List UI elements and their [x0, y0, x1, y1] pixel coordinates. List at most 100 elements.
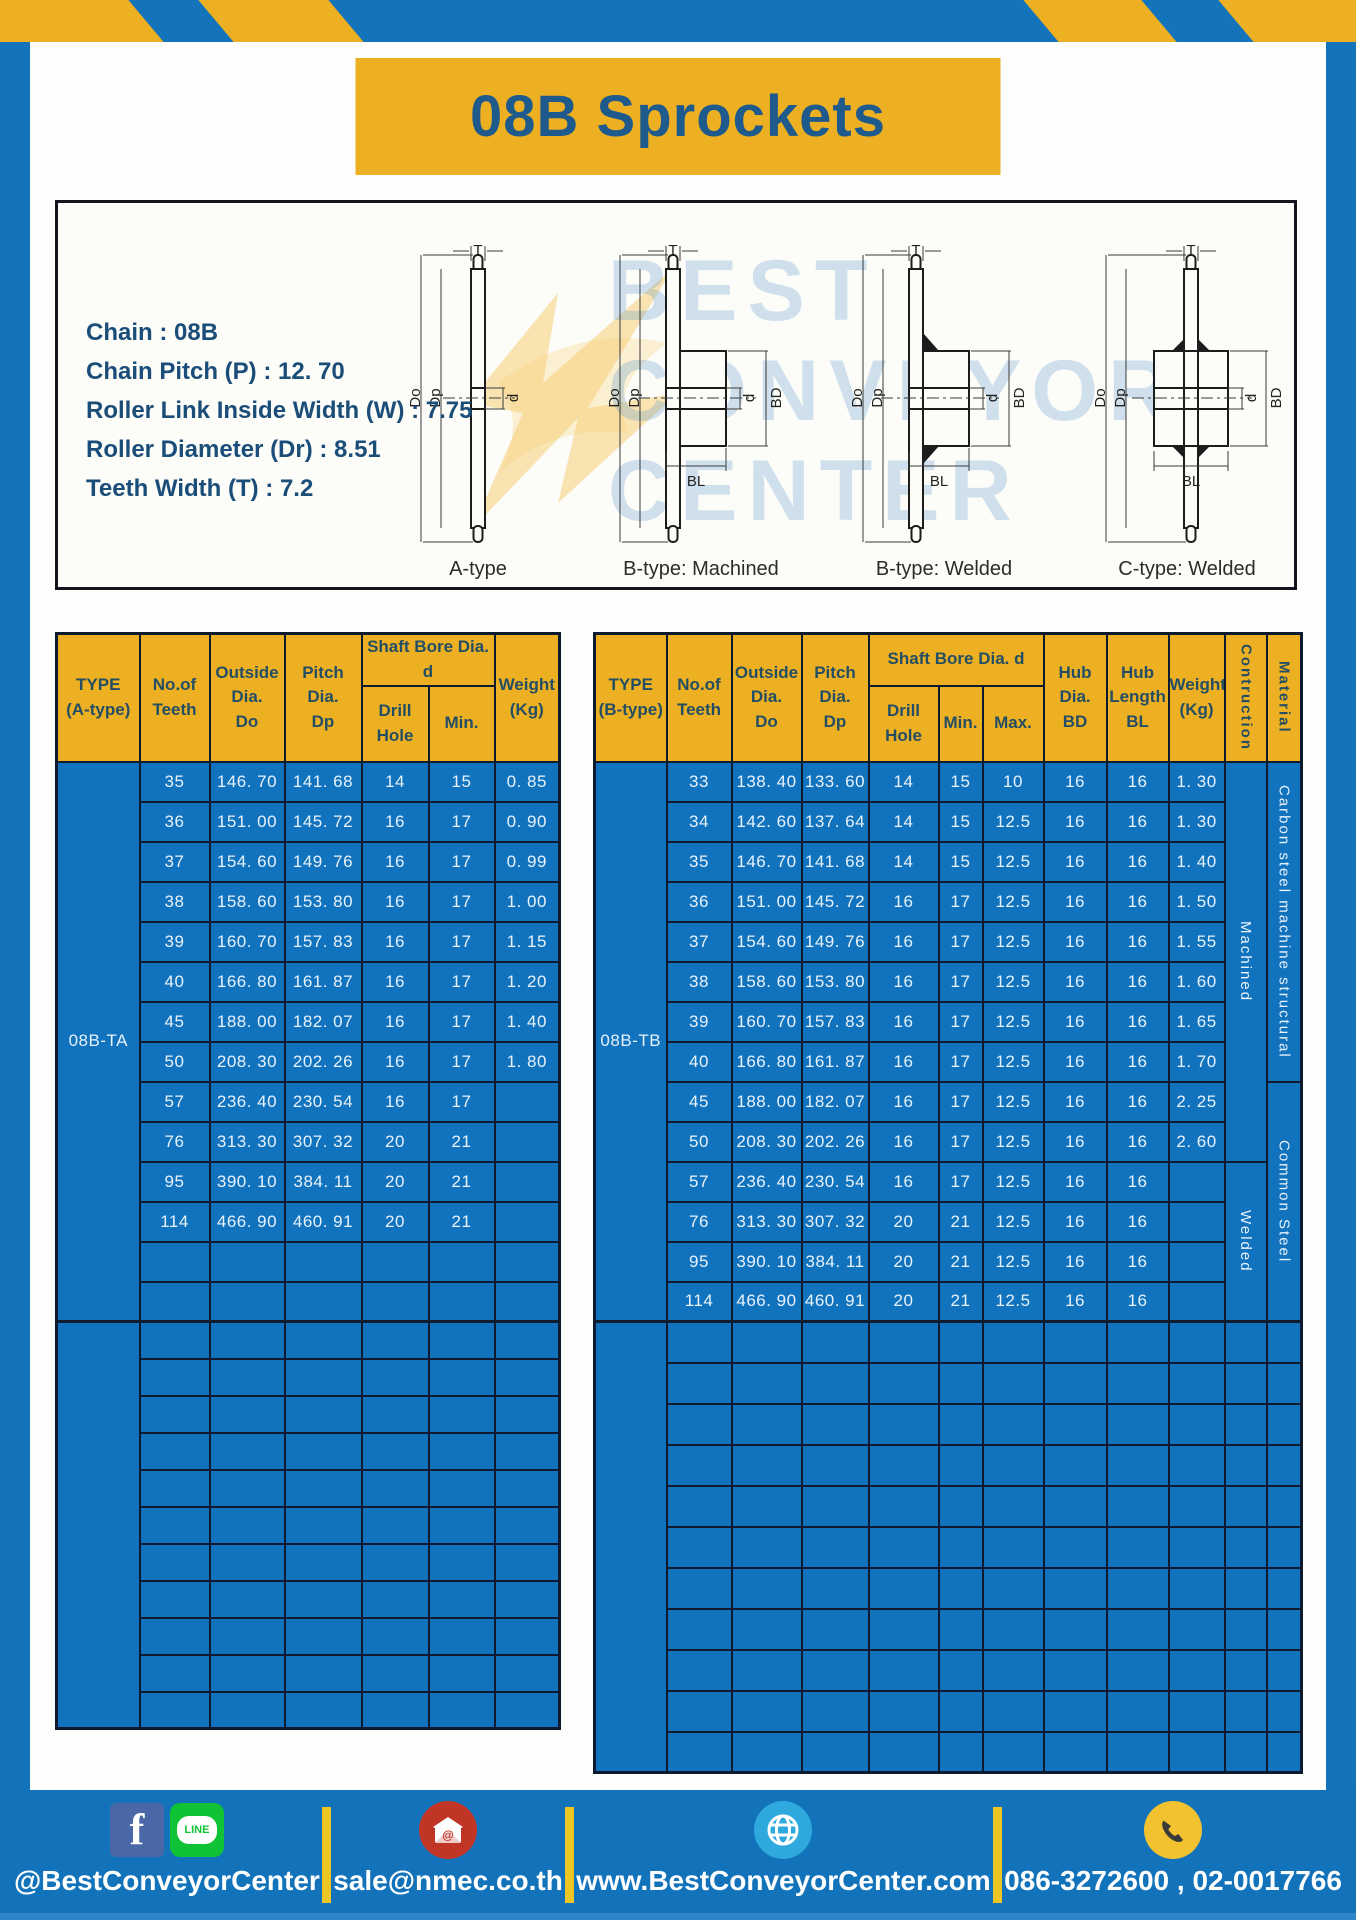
dim-label-dp: Dp [1112, 388, 1129, 407]
cell: 12.5 [981, 1080, 1045, 1123]
cell [937, 1566, 984, 1610]
cell [800, 1320, 870, 1364]
construction-cell: Machined [1223, 760, 1268, 1163]
cell: 12.5 [981, 1000, 1045, 1043]
col-header-pitch-dia-line: Dp [823, 712, 847, 732]
cell: 16 [1042, 1000, 1108, 1043]
cell [665, 1402, 733, 1446]
dim-label-d: d [505, 394, 522, 402]
cell: 16 [1042, 800, 1108, 843]
cell: 230. 54 [283, 1080, 363, 1123]
cell: 16 [867, 1120, 940, 1163]
cell [800, 1730, 870, 1774]
cell [138, 1357, 211, 1397]
cell: 12.5 [981, 840, 1045, 883]
cell: 12.5 [981, 1240, 1045, 1283]
phone-icon[interactable] [1144, 1801, 1202, 1859]
cell: 188. 00 [730, 1080, 803, 1123]
cell: 16 [1105, 1160, 1170, 1203]
cell [1042, 1484, 1108, 1528]
cell [665, 1320, 733, 1364]
cell: 16 [360, 840, 430, 883]
phone-numbers[interactable]: 086-3272600 , 02-0017766 [1004, 1865, 1342, 1896]
cell [1105, 1730, 1170, 1774]
cell [665, 1525, 733, 1569]
cell: 208. 30 [208, 1040, 286, 1083]
cell: 114 [665, 1280, 733, 1323]
cell: 16 [1042, 840, 1108, 883]
cell: 17 [427, 960, 496, 1003]
cell: 20 [867, 1200, 940, 1243]
cell: 37 [665, 920, 733, 963]
cell [937, 1320, 984, 1364]
cell [1042, 1648, 1108, 1692]
email-address[interactable]: sale@nmec.co.th [333, 1865, 563, 1896]
cell: 460. 91 [800, 1280, 870, 1323]
cell: 21 [427, 1200, 496, 1243]
cell: 16 [867, 880, 940, 923]
cell: 157. 83 [283, 920, 363, 963]
col-header-type: TYPE (B-type) [593, 632, 668, 763]
cell [1042, 1730, 1108, 1774]
col-header-hub-dia: Hub Dia. BD [1042, 632, 1108, 763]
cell [283, 1357, 363, 1397]
cell: 12.5 [981, 1160, 1045, 1203]
cell: 1. 30 [1167, 800, 1226, 843]
cell [981, 1607, 1045, 1651]
footer: f LINE @BestConveyorCenter @ sale [0, 1790, 1356, 1920]
spec-list: Chain : 08B Chain Pitch (P) : 12. 70 Rol… [86, 313, 472, 508]
page-title: 08B Sprockets [470, 84, 886, 149]
cell [493, 1579, 561, 1619]
facebook-icon[interactable]: f [109, 1803, 164, 1857]
cell [360, 1431, 430, 1471]
cell [493, 1357, 561, 1397]
cell: 141. 68 [283, 760, 363, 803]
cell: 15 [427, 760, 496, 803]
cell [981, 1484, 1045, 1528]
cell [730, 1648, 803, 1692]
cell: 36 [665, 880, 733, 923]
col-header-shaft-bore: Shaft Bore Dia. d [360, 632, 496, 687]
cell: 12.5 [981, 1280, 1045, 1323]
email-icon[interactable]: @ [419, 1801, 478, 1859]
cell: 1. 30 [1167, 760, 1226, 803]
cell [283, 1653, 363, 1693]
cell [208, 1653, 286, 1693]
cell [360, 1240, 430, 1283]
dim-label-d: d [741, 394, 758, 402]
cell: 38 [665, 960, 733, 1003]
cell: 17 [427, 1080, 496, 1123]
cell [800, 1361, 870, 1405]
cell: 230. 54 [800, 1160, 870, 1203]
col-header-weight-line: Weight [1169, 675, 1225, 695]
cell [1042, 1443, 1108, 1487]
line-icon[interactable]: LINE [169, 1803, 224, 1857]
cell [981, 1525, 1045, 1569]
cell [1042, 1525, 1108, 1569]
cell [1105, 1525, 1170, 1569]
cell [1223, 1402, 1268, 1446]
dim-label-bl: BL [930, 473, 948, 490]
cell: 1. 80 [493, 1040, 561, 1083]
cell: 33 [665, 760, 733, 803]
cell [1167, 1160, 1226, 1203]
cell [1105, 1484, 1170, 1528]
cell [981, 1689, 1045, 1733]
cell [730, 1730, 803, 1774]
cell: 12.5 [981, 1200, 1045, 1243]
cell [493, 1200, 561, 1243]
cell: 16 [1105, 960, 1170, 1003]
cell: 16 [867, 1040, 940, 1083]
cell [665, 1730, 733, 1774]
cell: 45 [138, 1000, 211, 1043]
cell [981, 1320, 1045, 1364]
cell: 17 [427, 880, 496, 923]
cell: 21 [427, 1160, 496, 1203]
cell: 76 [665, 1200, 733, 1243]
website-url[interactable]: www.BestConveyorCenter.com [576, 1865, 991, 1896]
footer-facebook-group: f LINE @BestConveyorCenter [14, 1799, 320, 1911]
globe-icon[interactable] [754, 1801, 813, 1859]
facebook-handle[interactable]: @BestConveyorCenter [14, 1865, 320, 1896]
cell [1105, 1566, 1170, 1610]
cell: 384. 11 [283, 1160, 363, 1203]
